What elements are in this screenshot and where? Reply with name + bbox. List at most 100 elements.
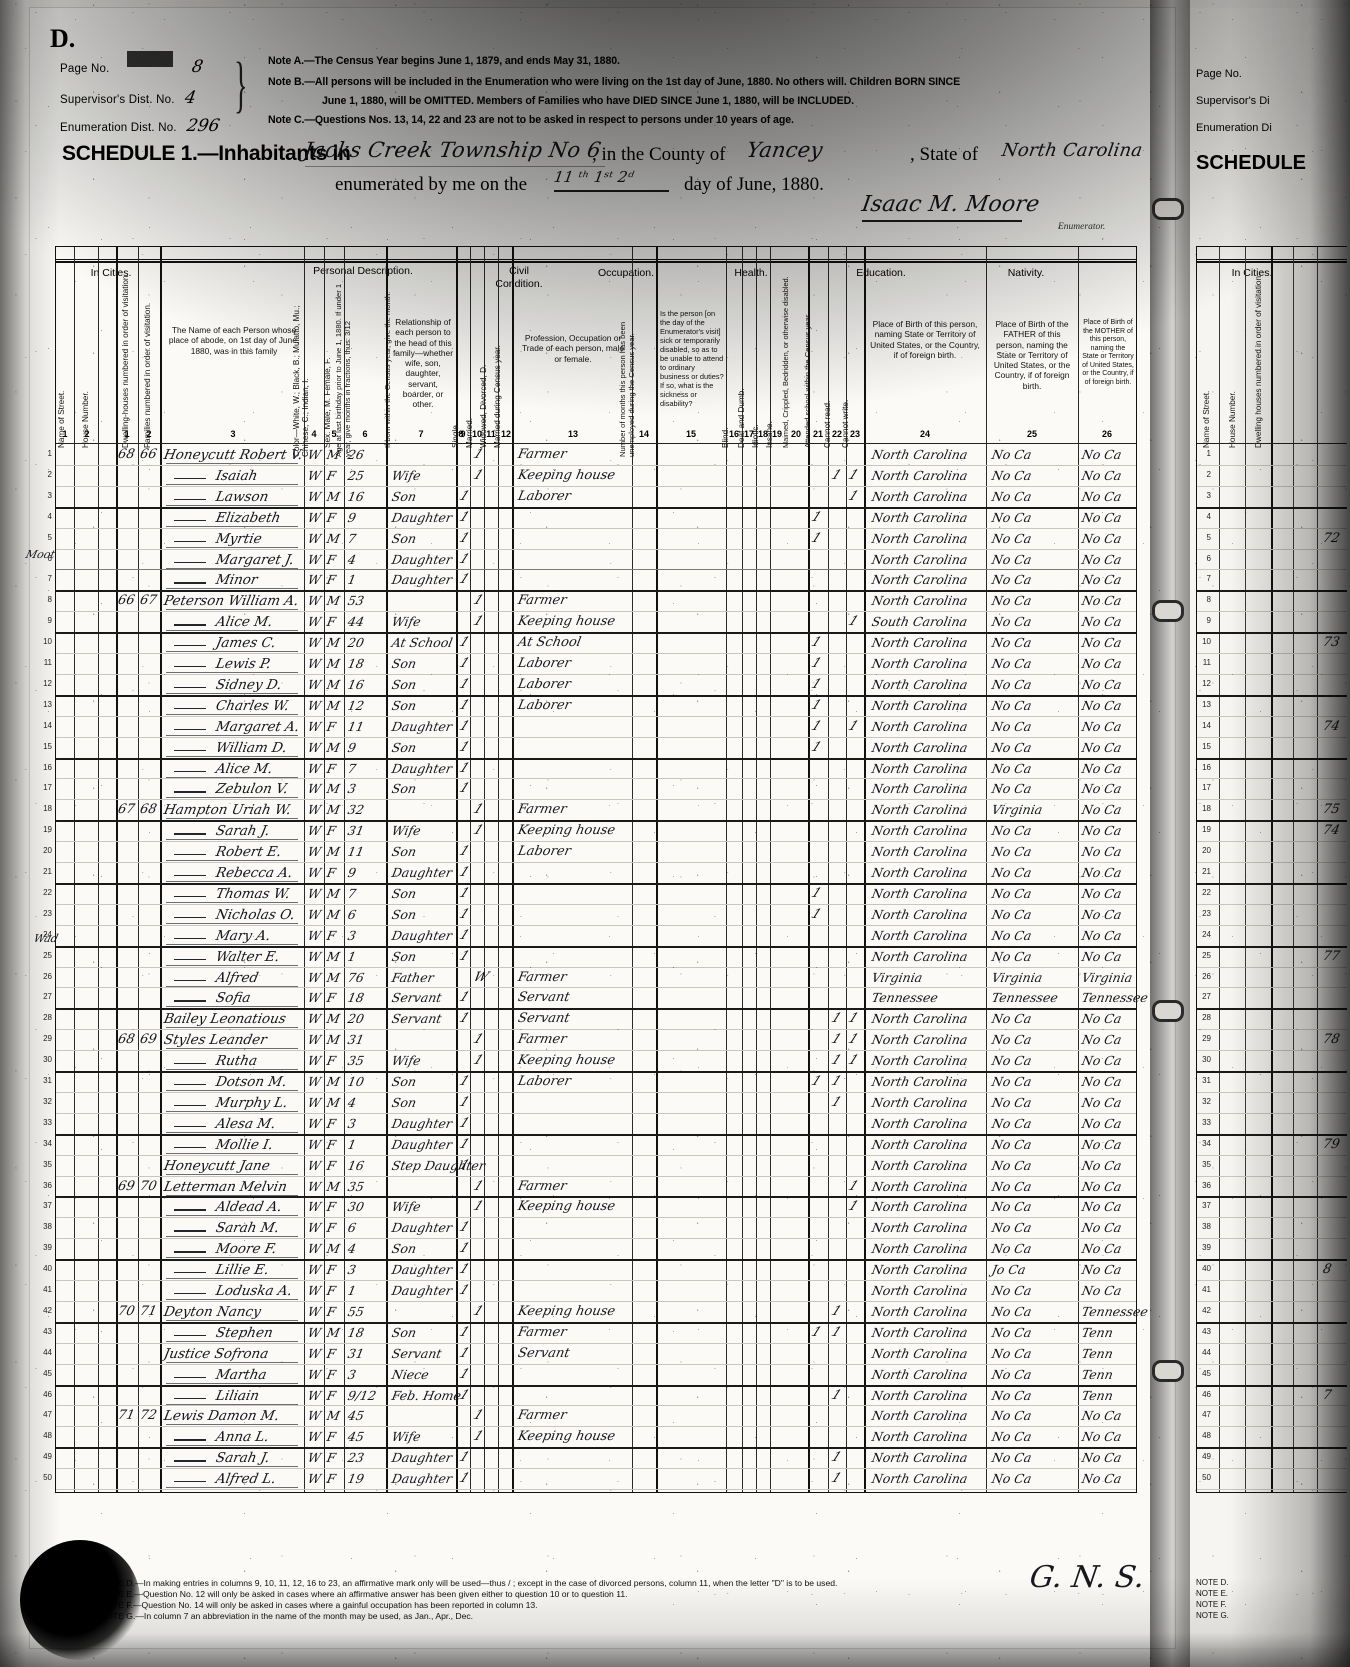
table-row[interactable]: 47 71 72 Lewis Damon M. W M 45 1 Farmer North Car… <box>43 1406 1136 1427</box>
table-row[interactable]: 40 Lillie E. W F 3 Daughter 1 North Carolina Jo … <box>43 1260 1136 1281</box>
cell-dwelling-number: 66 <box>116 593 137 609</box>
cell-birthplace-mother: No Ca <box>1080 614 1123 630</box>
table-row[interactable]: 8 66 67 Peterson William A. W M 53 1 Farmer North… <box>48 591 1136 612</box>
table-row[interactable]: 12 Sidney D. W M 16 Son 1 Laborer 1 North Carolin… <box>43 675 1136 696</box>
cell-cannot-read-mark: 1 <box>828 467 844 483</box>
table-row[interactable]: 50 Alfred L. W F 19 Daughter 1 1 North Carolina N… <box>43 1469 1136 1490</box>
ditto-dash <box>174 498 206 501</box>
cell-birthplace-person: North Carolina <box>870 656 969 671</box>
stub-row-number: 11 <box>1202 658 1211 667</box>
row-number: 16 <box>43 762 52 772</box>
colnum-23: 23 <box>849 429 860 439</box>
table-row[interactable]: 42 70 71 Deyton Nancy W F 55 1 Keeping house 1 Nor… <box>43 1302 1149 1323</box>
group-title-in-cities: In Cities. <box>90 267 132 279</box>
cell-sex: F <box>325 1366 338 1382</box>
stub-note-g: NOTE G. <box>1196 1611 1229 1620</box>
table-row[interactable]: 38 Sarah M. W F 6 Daughter 1 North Carolina No C… <box>43 1218 1136 1239</box>
cell-age: 44 <box>346 614 366 630</box>
table-row[interactable]: 21 Rebecca A. W F 9 Daughter 1 North Carolina No… <box>43 863 1136 884</box>
table-row[interactable]: 25 Walter E. W M 1 Son 1 North Carolina No Ca No … <box>43 947 1136 968</box>
table-row[interactable]: 33 Alesa M. W F 3 Daughter 1 North Carolina No C… <box>43 1114 1136 1135</box>
table-row[interactable]: 32 Murphy L. W M 4 Son 1 1 North Carolina No Ca No… <box>43 1093 1136 1114</box>
table-row[interactable]: 49 Sarah J. W F 23 Daughter 1 1 North Carolina No… <box>43 1448 1136 1469</box>
enumerator-signature: Isaac M. Moore <box>860 192 1042 217</box>
cell-birthplace-father: No Ca <box>990 1450 1033 1466</box>
table-row[interactable]: 27 Sofia W F 18 Servant 1 Servant Tennessee Tenne… <box>43 988 1149 1009</box>
table-row[interactable]: 31 Dotson M. W M 10 Son 1 Laborer 1 1 North Caroli… <box>43 1072 1136 1093</box>
table-row[interactable]: 35 Honeycutt Jane W F 16 Step Daughter 1 North … <box>43 1156 1136 1177</box>
table-row[interactable]: 36 69 70 Letterman Melvin W M 35 1 Farmer 1 North … <box>43 1177 1136 1198</box>
table-row[interactable]: 28 Bailey Leonatious W M 20 Servant 1 Servant 1 1… <box>43 1009 1136 1030</box>
table-row[interactable]: 4 Elizabeth W F 9 Daughter 1 1 North Carolina No … <box>48 508 1136 529</box>
table-row[interactable]: 26 Alfred W M 76 Father W Farmer Virginia Virgini… <box>43 968 1136 989</box>
table-row[interactable]: 24 Mary A. W F 3 Daughter 1 North Carolina No Ca… <box>43 926 1136 947</box>
table-row[interactable]: 15 William D. W M 9 Son 1 1 North Carolina No Ca N… <box>43 738 1136 759</box>
table-row[interactable]: 13 Charles W. W M 12 Son 1 Laborer 1 North Caroli… <box>43 696 1136 717</box>
cell-sex: F <box>325 1157 338 1173</box>
table-row[interactable]: 2 Isaiah W F 25 Wife 1 Keeping house 1 1 North Car… <box>48 466 1136 487</box>
table-row[interactable]: 48 Anna L. W F 45 Wife 1 Keeping house North Car… <box>43 1427 1136 1448</box>
table-row[interactable]: 17 Zebulon V. W M 3 Son 1 North Carolina No Ca No… <box>43 779 1136 800</box>
note-b-cont: June 1, 1880, will be OMITTED. Members o… <box>322 95 854 107</box>
stub-row-number: 30 <box>1202 1055 1211 1065</box>
ditto-dash <box>174 833 206 835</box>
cell-birthplace-person: South Carolina <box>870 614 969 630</box>
cell-cannot-read-mark: 1 <box>828 1450 844 1466</box>
table-row[interactable]: 19 Sarah J. W F 31 Wife 1 Keeping house North Ca… <box>43 821 1136 842</box>
stub-row-number: 21 <box>1202 867 1211 876</box>
table-row[interactable]: 44 Justice Sofrona W F 31 Servant 1 Servant Nort… <box>43 1344 1136 1365</box>
table-row[interactable]: 7 Minor W F 1 Daughter 1 North Carolina No Ca No … <box>48 570 1136 591</box>
cell-relationship: Daughter <box>390 1262 454 1278</box>
cell-birthplace-father: No Ca <box>990 1115 1033 1131</box>
table-row[interactable]: 20 Robert E. W M 11 Son 1 Laborer North Carolina… <box>43 842 1136 863</box>
table-row[interactable]: 16 Alice M. W F 7 Daughter 1 North Carolina No C… <box>43 759 1136 780</box>
cell-person-name: Honeycutt Jane <box>162 1157 272 1174</box>
table-row[interactable]: 5 Myrtie W M 7 Son 1 1 North Carolina No Ca No Ca <box>48 529 1136 550</box>
table-row[interactable]: 1 68 66 Honeycutt Robert V. W M 26 1 Farmer North… <box>48 445 1136 466</box>
cell-age: 1 <box>346 948 358 964</box>
cell-birthplace-person: North Carolina <box>870 781 969 797</box>
table-row[interactable]: 30 Rutha W F 35 Wife 1 Keeping house 1 1 North Car… <box>43 1051 1136 1072</box>
stub-row-number: 3 <box>1206 490 1211 500</box>
cell-birthplace-mother: No Ca <box>1080 1220 1123 1236</box>
cell-relationship: Daughter <box>390 1450 454 1466</box>
name-underline <box>166 672 298 673</box>
name-underline <box>166 1466 298 1468</box>
table-row[interactable]: 46 Liliain W F 9/12 Feb. Home 1 1 North Carolina… <box>43 1386 1136 1407</box>
cell-birthplace-father: No Ca <box>990 1345 1033 1361</box>
ditto-dash <box>174 958 206 960</box>
table-row[interactable]: 11 Lewis P. W M 18 Son 1 Laborer 1 North Carolina… <box>44 654 1136 675</box>
cell-relationship: Daughter <box>390 927 454 943</box>
table-row[interactable]: 9 Alice M. W F 44 Wife 1 Keeping house 1 South Ca… <box>48 612 1136 633</box>
stub-row-separator <box>1197 757 1347 760</box>
cell-birthplace-mother: No Ca <box>1080 447 1123 462</box>
enumerated-label: enumerated by me on the <box>335 174 528 195</box>
table-row[interactable]: 3 Lawson W M 16 Son 1 Laborer 1 North Carolina No … <box>48 487 1136 508</box>
table-row[interactable]: 14 Margaret A. W F 11 Daughter 1 1 1 North Caroli… <box>43 717 1136 738</box>
table-row[interactable]: 39 Moore F. W M 4 Son 1 North Carolina No Ca No C… <box>43 1239 1136 1260</box>
table-row[interactable]: 18 67 68 Hampton Uriah W. W M 32 1 Farmer North C… <box>43 800 1136 821</box>
table-row[interactable]: 23 Nicholas O. W M 6 Son 1 1 North Carolina No Ca… <box>43 905 1136 926</box>
cell-age: 25 <box>346 467 366 483</box>
table-row[interactable]: 37 Aldead A. W F 30 Wife 1 Keeping house 1 North … <box>43 1197 1136 1218</box>
header-birthplace-person: Place of Birth of this person, naming St… <box>870 319 980 360</box>
row-number: 20 <box>43 846 52 856</box>
table-row[interactable]: 10 James C. W M 20 At School 1 At School 1 North … <box>43 633 1136 654</box>
table-row[interactable]: 45 Martha W F 3 Niece 1 North Carolina No Ca Tenn <box>43 1365 1136 1386</box>
table-row[interactable]: 43 Stephen W M 18 Son 1 Farmer 1 1 North Carolina N… <box>43 1323 1136 1344</box>
table-row[interactable]: 34 Mollie I. W F 1 Daughter 1 North Carolina No … <box>43 1135 1136 1156</box>
cell-birthplace-person: Tennessee <box>870 990 940 1006</box>
header-families: Families numbered in order of visitation… <box>143 302 152 448</box>
table-row[interactable]: 22 Thomas W. W M 7 Son 1 1 North Carolina No Ca No… <box>43 884 1136 905</box>
table-row[interactable]: 29 68 69 Styles Leander W M 31 1 Farmer 1 1 North C… <box>43 1030 1136 1051</box>
stub-row-separator <box>1197 1008 1347 1011</box>
cell-married-mark: 1 <box>470 1053 486 1069</box>
cell-cannot-read-mark: 1 <box>828 1324 844 1340</box>
stub-row-separator <box>1197 987 1347 989</box>
cell-birthplace-person: North Carolina <box>870 1303 969 1319</box>
cell-color: W <box>306 1074 323 1089</box>
table-row[interactable]: 41 Loduska A. W F 1 Daughter 1 North Carolina No… <box>43 1281 1136 1302</box>
cell-birthplace-father: No Ca <box>990 530 1033 546</box>
table-row[interactable]: 6 Margaret J. W F 4 Daughter 1 North Carolina No… <box>48 550 1136 571</box>
cell-sex: F <box>325 760 338 776</box>
